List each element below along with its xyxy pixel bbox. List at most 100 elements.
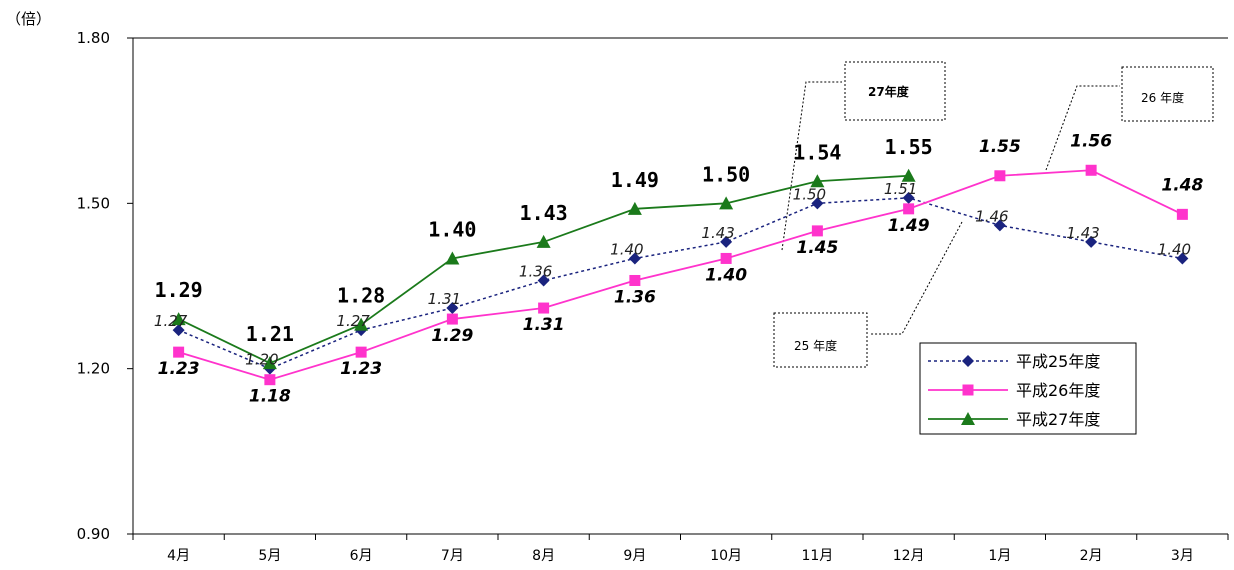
data-label-s25: 1.27	[336, 312, 370, 330]
legend-label-s26: 平成26年度	[1016, 381, 1100, 400]
legend-label-s25: 平成25年度	[1016, 352, 1100, 371]
data-label-s27: 1.43	[520, 201, 568, 225]
data-point-square	[811, 225, 823, 237]
data-label-s27: 1.50	[702, 162, 750, 186]
x-tick-label: 9月	[623, 548, 646, 564]
data-label-s26: 1.45	[796, 238, 838, 258]
x-tick-label: 7月	[441, 548, 464, 564]
data-labels: 1.27 1.20 1.27 1.31 1.36 1.40 1.43 1.50 1.51 1.46…	[154, 131, 1204, 406]
data-label-s26: 1.31	[523, 315, 565, 335]
data-label-s27: 1.55	[885, 135, 933, 159]
legend-label-s27: 平成27年度	[1016, 410, 1100, 429]
data-label-s25: 1.43	[1066, 224, 1099, 242]
data-point-triangle	[627, 201, 642, 215]
data-label-s25: 1.20	[245, 351, 278, 369]
data-point-triangle	[901, 168, 916, 182]
data-point-diamond	[962, 355, 974, 367]
data-label-s25: 1.50	[793, 185, 826, 203]
data-label-s27: 1.29	[155, 278, 203, 302]
data-point-square	[1085, 164, 1097, 176]
x-tick-label: 5月	[258, 548, 281, 564]
data-label-s26: 1.48	[1161, 175, 1203, 195]
data-label-s26: 1.36	[614, 287, 656, 307]
callout-fy26: 26 年度	[1045, 66, 1214, 171]
data-point-triangle	[171, 312, 186, 326]
data-point-diamond	[1176, 252, 1189, 265]
data-point-diamond	[720, 235, 733, 248]
data-label-s26: 1.23	[158, 359, 200, 379]
data-label-s25: 1.36	[519, 262, 552, 280]
data-point-triangle	[536, 234, 551, 248]
data-label-s27: 1.40	[428, 217, 476, 241]
data-label-s27: 1.49	[611, 168, 659, 192]
data-label-s26: 1.40	[705, 265, 747, 285]
data-point-diamond	[1085, 235, 1098, 248]
data-label-s25: 1.31	[428, 290, 461, 308]
data-point-triangle	[810, 174, 825, 188]
data-point-square	[903, 203, 915, 215]
x-axis-ticks: 4月 5月 6月 7月 8月 9月 10月 11月 12月 1月 2月 3月	[132, 534, 1229, 564]
x-tick-label: 12月	[893, 548, 925, 564]
data-point-triangle	[719, 196, 734, 210]
data-point-square	[446, 313, 458, 325]
data-point-square	[994, 170, 1006, 182]
data-label-s27: 1.21	[246, 322, 294, 346]
data-label-s25: 1.46	[975, 207, 1008, 225]
data-label-s26: 1.56	[1070, 131, 1112, 151]
data-point-square	[538, 302, 550, 314]
callout-fy27-text: 27年度	[868, 84, 910, 99]
data-label-s27: 1.54	[793, 140, 841, 164]
data-point-diamond	[902, 191, 915, 204]
x-tick-label: 3月	[1171, 548, 1194, 564]
x-tick-label: 2月	[1080, 548, 1103, 564]
x-tick-label: 8月	[532, 548, 555, 564]
data-point-square	[173, 346, 185, 358]
data-label-s26: 1.29	[431, 326, 473, 346]
data-point-square	[720, 252, 732, 264]
chart-axes	[132, 37, 1228, 535]
unit-label: （倍）	[6, 10, 51, 28]
y-tick-label: 1.20	[77, 360, 110, 378]
x-tick-label: 1月	[988, 548, 1011, 564]
callout-fy27: 27年度	[781, 61, 946, 251]
data-label-s25: 1.51	[884, 180, 917, 198]
y-tick-label: 0.90	[77, 525, 110, 543]
y-tick-label: 1.80	[77, 29, 110, 47]
data-label-s26: 1.49	[888, 216, 930, 236]
data-point-square	[264, 374, 276, 386]
x-tick-label: 10月	[710, 548, 742, 564]
data-label-s26: 1.18	[249, 387, 291, 407]
data-point-square	[1176, 208, 1188, 220]
data-point-square	[629, 274, 641, 286]
data-point-diamond	[811, 197, 824, 210]
data-point-diamond	[446, 302, 459, 315]
data-label-s26: 1.55	[979, 137, 1021, 157]
data-label-s26: 1.23	[340, 359, 382, 379]
data-label-s25: 1.40	[1158, 240, 1191, 258]
data-label-s25: 1.27	[154, 312, 188, 330]
data-point-diamond	[993, 219, 1006, 232]
data-point-triangle	[445, 251, 460, 265]
data-point-diamond	[628, 252, 641, 265]
series-group	[171, 164, 1189, 386]
data-point-diamond	[172, 324, 185, 337]
x-tick-label: 4月	[167, 548, 190, 564]
data-label-s25: 1.40	[610, 240, 643, 258]
callout-fy25: 25 年度	[773, 221, 963, 368]
callout-fy26-text: 26 年度	[1141, 90, 1184, 105]
series-line-s26	[178, 169, 1183, 381]
callout-fy25-text: 25 年度	[794, 338, 837, 353]
y-axis-ticks: 1.80 1.50 1.20 0.90	[77, 29, 133, 543]
data-label-s27: 1.28	[337, 284, 385, 308]
y-tick-label: 1.50	[77, 194, 110, 212]
data-point-square	[355, 346, 367, 358]
data-label-s25: 1.43	[701, 224, 734, 242]
x-tick-label: 6月	[350, 548, 373, 564]
x-tick-label: 11月	[801, 548, 833, 564]
data-point-triangle	[354, 317, 369, 331]
data-point-triangle	[262, 356, 277, 370]
data-point-triangle	[961, 412, 975, 425]
data-point-diamond	[537, 274, 550, 287]
